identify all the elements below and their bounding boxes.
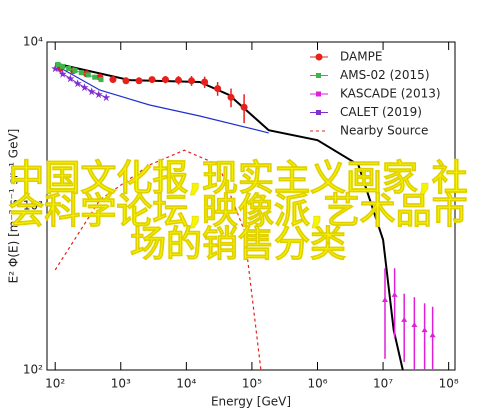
legend-marker	[316, 91, 321, 97]
data-point	[227, 93, 235, 101]
model-line	[54, 64, 269, 134]
data-point	[240, 103, 248, 111]
legend-marker	[316, 73, 321, 78]
data-point	[161, 76, 169, 84]
data-point	[66, 74, 75, 83]
data-point	[80, 83, 89, 92]
plot-area	[51, 61, 436, 370]
x-tick-label: 10⁷	[373, 377, 393, 391]
data-point	[411, 322, 418, 328]
data-point	[51, 64, 60, 73]
data-point	[94, 90, 103, 99]
overlay-text: 会科学论坛,映像派,艺术品市	[8, 190, 467, 232]
data-point	[214, 85, 222, 93]
data-point	[429, 332, 436, 338]
x-axis-label: Energy [GeV]	[211, 395, 291, 409]
data-point	[381, 297, 388, 303]
overlay-text: 中国文化报,现实主义画家,社	[8, 158, 467, 199]
data-point	[73, 79, 82, 88]
data-point	[66, 65, 72, 71]
data-point	[391, 291, 398, 297]
legend-marker	[316, 110, 321, 115]
x-tick-label: 10⁴	[176, 377, 196, 391]
data-point	[122, 77, 130, 85]
data-point	[85, 72, 91, 78]
legend-label: CALET (2019)	[340, 105, 422, 119]
data-point	[102, 93, 111, 102]
series-line	[54, 149, 262, 370]
x-tick-label: 10³	[111, 377, 131, 391]
data-point	[58, 69, 67, 78]
x-tick-label: 10⁵	[242, 377, 262, 391]
legend-label: KASCADE (2013)	[340, 87, 441, 101]
data-point	[60, 63, 66, 69]
y-axis-label: E² Φ(E) [m⁻² s⁻¹ sr⁻¹ GeV]	[7, 129, 21, 284]
y-tick-label: 10²	[23, 363, 43, 377]
data-point	[55, 61, 61, 67]
data-point	[148, 76, 156, 84]
data-point	[421, 327, 428, 333]
x-tick-label: 10⁶	[307, 377, 327, 391]
y-tick-label: 10³	[23, 199, 43, 213]
data-point	[175, 76, 183, 84]
y-tick-label: 10⁴	[23, 35, 43, 49]
data-point	[92, 74, 98, 80]
data-point	[98, 77, 104, 83]
x-tick-label: 10⁸	[439, 377, 459, 391]
data-point	[72, 68, 78, 74]
data-point	[78, 70, 84, 76]
legend-label: DAMPE	[340, 50, 382, 64]
data-point	[109, 76, 117, 84]
legend-label: AMS-02 (2015)	[340, 68, 430, 82]
overlay-text: 场的销售分类	[130, 224, 346, 265]
data-point	[135, 77, 143, 85]
data-point	[188, 77, 196, 85]
x-tick-label: 10²	[45, 377, 65, 391]
legend-marker	[315, 53, 323, 61]
data-point	[201, 78, 209, 86]
data-point	[87, 87, 96, 96]
data-point	[401, 316, 408, 322]
legend-label: Nearby Source	[340, 124, 428, 138]
